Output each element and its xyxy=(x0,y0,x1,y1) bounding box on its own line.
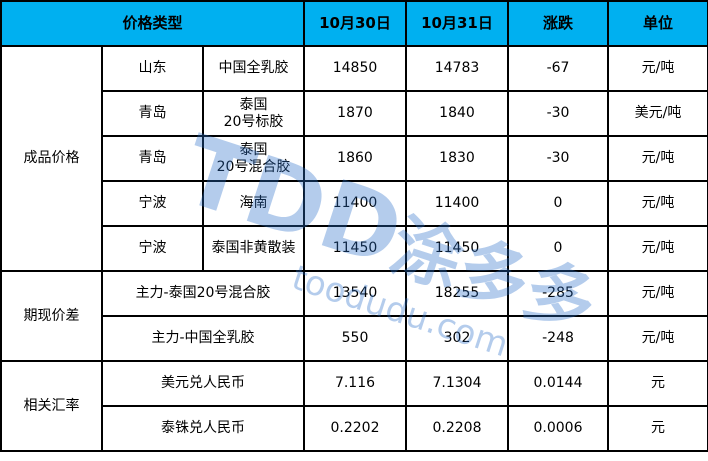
value-d1: 0.2202 xyxy=(303,405,407,452)
table-row: 青岛 泰国 20号标胶 1870 1840 -30 美元/吨 xyxy=(1,90,708,137)
group-spread: 期现价差 xyxy=(0,270,103,362)
unit: 元/吨 xyxy=(607,270,708,317)
change: -30 xyxy=(507,135,609,182)
value-d2: 0.2208 xyxy=(405,405,509,452)
change: -67 xyxy=(507,45,609,92)
unit: 元/吨 xyxy=(607,180,708,227)
region: 宁波 xyxy=(101,225,204,272)
unit: 元/吨 xyxy=(607,225,708,272)
value-d1: 11400 xyxy=(303,180,407,227)
value-d1: 13540 xyxy=(303,270,407,317)
value-d1: 14850 xyxy=(303,45,407,92)
table-row: 相关汇率 美元兑人民币 7.116 7.1304 0.0144 元 xyxy=(0,360,708,452)
value-d1: 550 xyxy=(303,315,407,362)
region: 青岛 xyxy=(101,135,204,182)
value-d2: 1830 xyxy=(405,135,509,182)
value-d1: 1860 xyxy=(303,135,407,182)
region: 青岛 xyxy=(101,90,204,137)
change: -30 xyxy=(507,90,609,137)
unit: 美元/吨 xyxy=(607,90,708,137)
label: 主力-泰国20号混合胶 xyxy=(101,270,305,317)
product: 泰国 20号标胶 xyxy=(202,90,305,137)
unit: 元 xyxy=(607,360,708,407)
product: 中国全乳胶 xyxy=(202,45,305,92)
region: 宁波 xyxy=(101,180,204,227)
change: 0.0006 xyxy=(507,405,609,452)
header-date2: 10月31日 xyxy=(405,0,509,47)
header-type: 价格类型 xyxy=(0,0,305,47)
value-d2: 302 xyxy=(405,315,509,362)
change: -248 xyxy=(507,315,609,362)
header-row: 价格类型 10月30日 10月31日 涨跌 单位 xyxy=(0,0,708,47)
product-line1: 泰国 xyxy=(239,141,268,158)
product: 泰国非黄散装 xyxy=(202,225,305,272)
value-d2: 11400 xyxy=(405,180,509,227)
label: 美元兑人民币 xyxy=(101,360,305,407)
group-finished: 成品价格 xyxy=(0,45,103,272)
table-row: 宁波 泰国非黄散装 11450 11450 0 元/吨 xyxy=(1,225,708,272)
table-row: 宁波 海南 11400 11400 0 元/吨 xyxy=(1,180,708,227)
unit: 元 xyxy=(607,405,708,452)
table-row: 成品价格 山东 中国全乳胶 14850 14783 -67 元/吨 xyxy=(0,45,708,272)
header-change: 涨跌 xyxy=(507,0,609,47)
region: 山东 xyxy=(101,45,204,92)
value-d2: 1840 xyxy=(405,90,509,137)
table-row: 泰铢兑人民币 0.2202 0.2208 0.0006 元 xyxy=(1,405,708,452)
change: 0.0144 xyxy=(507,360,609,407)
product-line2: 20号混合胶 xyxy=(216,158,291,175)
value-d2: 11450 xyxy=(405,225,509,272)
group-fx: 相关汇率 xyxy=(0,360,103,452)
value-d1: 1870 xyxy=(303,90,407,137)
header-unit: 单位 xyxy=(607,0,708,47)
product-line2: 20号标胶 xyxy=(223,113,284,130)
unit: 元/吨 xyxy=(607,45,708,92)
value-d2: 14783 xyxy=(405,45,509,92)
unit: 元/吨 xyxy=(607,135,708,182)
value-d1: 7.116 xyxy=(303,360,407,407)
value-d2: 7.1304 xyxy=(405,360,509,407)
table-row: 期现价差 主力-泰国20号混合胶 13540 18255 -285 元/吨 xyxy=(0,270,708,362)
value-d2: 18255 xyxy=(405,270,509,317)
product: 海南 xyxy=(202,180,305,227)
change: -285 xyxy=(507,270,609,317)
unit: 元/吨 xyxy=(607,315,708,362)
product: 泰国 20号混合胶 xyxy=(202,135,305,182)
table-row: 主力-中国全乳胶 550 302 -248 元/吨 xyxy=(1,315,708,362)
product-line1: 泰国 xyxy=(239,96,268,113)
value-d1: 11450 xyxy=(303,225,407,272)
change: 0 xyxy=(507,180,609,227)
label: 主力-中国全乳胶 xyxy=(101,315,305,362)
table-row: 青岛 泰国 20号混合胶 1860 1830 -30 元/吨 xyxy=(1,135,708,182)
label: 泰铢兑人民币 xyxy=(101,405,305,452)
header-date1: 10月30日 xyxy=(303,0,407,47)
change: 0 xyxy=(507,225,609,272)
